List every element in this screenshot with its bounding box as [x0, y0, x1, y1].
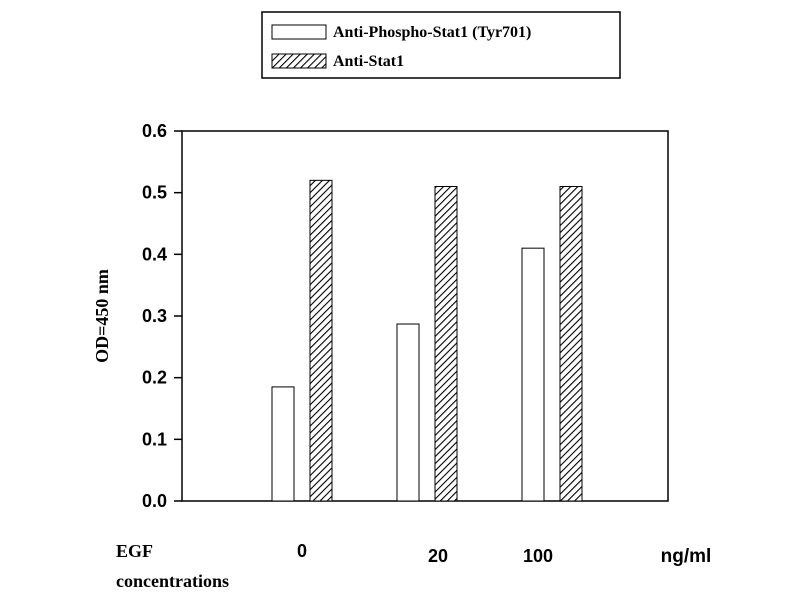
x-unit-label: ng/ml	[661, 546, 712, 567]
y-tick-label: 0.5	[142, 183, 167, 203]
x-category-label: 20	[428, 546, 448, 566]
x-category-label: 0	[297, 541, 307, 561]
y-axis-title: OD=450 nm	[92, 269, 112, 363]
x-caption-line2: concentrations	[116, 571, 229, 591]
legend: Anti-Phospho-Stat1 (Tyr701) Anti-Stat1	[261, 11, 621, 79]
legend-swatch-stat1	[271, 53, 327, 69]
bars	[271, 179, 583, 502]
bar-stat1-20	[434, 186, 458, 502]
bar-stat1-100	[559, 186, 583, 502]
bar-phospho-stat1-20	[396, 323, 420, 502]
y-tick-label: 0.2	[142, 368, 167, 388]
bar-stat1-0	[309, 179, 333, 502]
y-tick-label: 0.4	[142, 244, 167, 264]
y-axis: 0.0 0.1 0.2 0.3 0.4 0.5 0.6	[142, 121, 182, 511]
legend-swatch-phospho	[271, 24, 327, 40]
x-caption-line1: EGF	[116, 541, 153, 561]
y-tick-label: 0.3	[142, 306, 167, 326]
y-tick-label: 0.0	[142, 491, 167, 511]
legend-label-phospho: Anti-Phospho-Stat1 (Tyr701)	[333, 24, 531, 41]
plot-frame	[181, 130, 669, 502]
y-tick-label: 0.6	[142, 121, 167, 141]
bar-phospho-stat1-0	[271, 386, 295, 502]
bar-phospho-stat1-100	[521, 247, 545, 502]
legend-label-stat1: Anti-Stat1	[333, 53, 404, 70]
y-tick-label: 0.1	[142, 429, 167, 449]
x-axis-labels: 0 20 100	[297, 541, 553, 566]
x-category-label: 100	[523, 546, 553, 566]
